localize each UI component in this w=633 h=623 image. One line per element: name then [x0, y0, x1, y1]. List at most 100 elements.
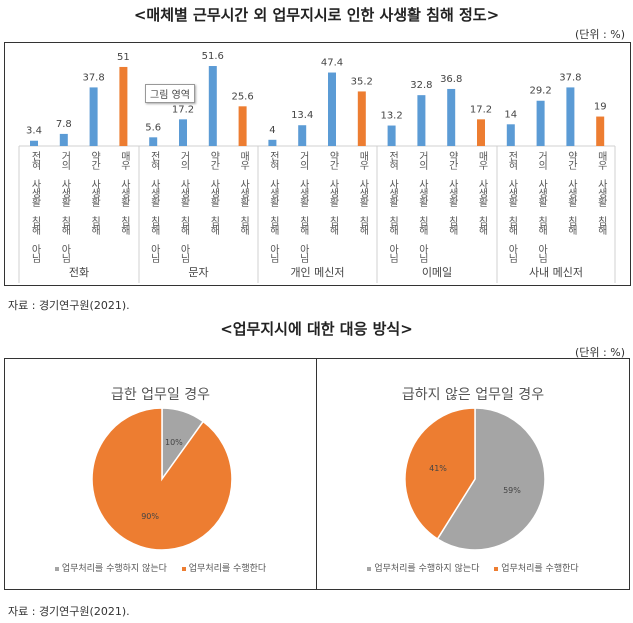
category-tick-label: 매우 사생활 침해	[356, 151, 368, 234]
bar-chart-source: 자료 : 경기연구원(2021).	[8, 299, 130, 312]
bar-value-label: 25.6	[231, 91, 253, 102]
bar-value-label: 35.2	[351, 76, 373, 87]
category-tick-label: 약간 사생활 침해	[207, 151, 219, 234]
bar-chart-frame	[4, 42, 631, 286]
category-tick-label: 약간 사생활 침해	[565, 151, 577, 234]
bar	[179, 119, 187, 146]
bar	[477, 119, 485, 146]
bar	[119, 66, 128, 146]
bar-value-label: 14	[504, 109, 517, 120]
bar	[208, 66, 217, 146]
pie-title: 급하지 않은 업무일 경우	[401, 387, 545, 403]
bar	[89, 87, 98, 146]
bar-value-label: 17.2	[470, 104, 492, 115]
pie-legend: 업무처리를 수행하지 않는다 업무처리를 수행한다	[5, 561, 316, 574]
legend-swatch-orange	[181, 566, 186, 571]
pie-section-unit: (단위 : %)	[575, 346, 625, 359]
bar-value-label: 51.6	[202, 51, 224, 62]
pie-title: 급한 업무일 경우	[110, 387, 211, 403]
pie-slice-label: 90%	[141, 512, 159, 521]
bar	[357, 91, 366, 146]
legend-label: 업무처리를 수행한다	[188, 564, 267, 574]
category-tick-label: 거의 사생활 침해 아님	[58, 151, 70, 262]
category-tick-label: 거의 사생활 침해 아님	[178, 151, 189, 262]
category-tick-label: 매우 사생활 침해	[476, 151, 487, 234]
pie-slice	[436, 407, 546, 551]
legend-label: 업무처리를 수행하지 않는다	[374, 564, 480, 574]
category-tick-label: 전혀 사생활 침해 아님	[29, 151, 40, 262]
group-label: 전화	[68, 266, 90, 279]
bar-value-label: 37.8	[82, 72, 104, 83]
category-tick-label: 거의 사생활 침해 아님	[416, 151, 428, 262]
bar-chart-title: <매체별 근무시간 외 업무지시로 인한 사생활 침해 정도>	[133, 6, 500, 24]
bar-value-label: 36.8	[440, 74, 462, 85]
pie-slice	[91, 407, 233, 551]
bar-value-label: 5.6	[145, 122, 161, 133]
bar-value-label: 17.2	[172, 104, 194, 115]
category-tick-label: 약간 사생활 침해	[88, 151, 100, 234]
category-tick-label: 거의 사생활 침해 아님	[297, 151, 309, 262]
group-label: 사내 메신저	[528, 266, 584, 279]
category-tick-label: 약간 사생활 침해	[327, 151, 338, 234]
pie-chart-nonurgent: 급하지 않은 업무일 경우 59% 41% 업무처리를 수행하지 않는다 업무처리…	[316, 358, 630, 590]
pie-slice-label: 10%	[165, 438, 183, 447]
bar	[536, 100, 545, 146]
bar	[387, 125, 396, 146]
category-tick-label: 매우 사생활 침해	[595, 151, 607, 234]
category-tick-label: 매우 사생활 침해	[118, 151, 130, 234]
bar-value-label: 29.2	[529, 86, 551, 97]
bar-value-label: 47.4	[321, 58, 343, 69]
pie-nonurgent-svg: 59% 41%	[404, 407, 546, 551]
pie-section-source: 자료 : 경기연구원(2021).	[8, 605, 130, 618]
category-tick-label: 전혀 사생활 침해 아님	[505, 151, 517, 262]
legend-label: 업무처리를 수행하지 않는다	[61, 564, 167, 574]
bar-chart-unit: (단위 : %)	[575, 28, 625, 41]
category-tick-label: 전혀 사생활 침해 아님	[386, 151, 398, 262]
category-tick-label: 전혀 사생활 침해 아님	[148, 151, 160, 262]
bar-value-label: 4	[269, 125, 275, 136]
bar	[298, 125, 307, 146]
legend-swatch-gray	[367, 566, 372, 571]
bar-value-label: 13.2	[380, 111, 402, 122]
legend-item-perform: 업무처리를 수행한다	[181, 564, 267, 574]
group-label: 문자	[188, 266, 209, 279]
category-tick-label: 매우 사생활 침해	[237, 151, 249, 234]
bar	[447, 88, 456, 146]
bar-value-label: 7.8	[56, 119, 72, 130]
pie-slice-label: 41%	[429, 464, 447, 473]
legend-item-perform: 업무처리를 수행한다	[494, 564, 579, 574]
pie-chart-urgent: 급한 업무일 경우 10% 90% 업무처리를 수행하지 않는다 업무처리를 수행…	[4, 358, 317, 590]
pie-legend: 업무처리를 수행하지 않는다 업무처리를 수행한다	[317, 561, 629, 574]
bar	[30, 140, 38, 146]
bar-value-label: 19	[594, 102, 607, 113]
pie-slice	[404, 407, 476, 540]
legend-item-not-perform: 업무처리를 수행하지 않는다	[367, 564, 479, 574]
legend-swatch-gray	[54, 566, 59, 571]
bar-chart: 3.4 7.8 37.8 51 5.6 17.2 51.6 25.6 4 13.4 47.4 35.2…	[18, 51, 616, 283]
legend-label: 업무처리를 수행한다	[501, 564, 579, 574]
bar	[417, 95, 426, 146]
bar-value-label: 37.8	[559, 72, 581, 83]
pie-slice-label: 59%	[503, 486, 521, 495]
category-tick-label: 거의 사생활 침해 아님	[535, 151, 547, 262]
bar-value-label: 13.4	[291, 110, 313, 121]
bar	[238, 106, 247, 146]
group-label: 이메일	[421, 266, 453, 279]
category-tick-label: 전혀 사생활 침해 아님	[267, 151, 279, 262]
legend-item-not-perform: 업무처리를 수행하지 않는다	[54, 564, 167, 574]
bar	[149, 137, 158, 146]
bar-value-label: 3.4	[26, 126, 42, 137]
chart-area-tooltip: 그림 영역	[145, 84, 195, 103]
category-tick-label: 약간 사생활 침해	[446, 151, 458, 234]
pie-section-title: <업무지시에 대한 대응 방식>	[220, 320, 413, 338]
bar	[59, 133, 68, 146]
legend-swatch-orange	[494, 566, 499, 571]
bar	[506, 124, 515, 146]
bar	[566, 87, 575, 146]
pie-urgent-svg: 10% 90%	[91, 407, 233, 551]
group-label: 개인 메신저	[290, 266, 345, 279]
bar-value-label: 51	[117, 52, 130, 63]
bar	[596, 116, 605, 146]
bar-value-label: 32.8	[410, 80, 432, 91]
